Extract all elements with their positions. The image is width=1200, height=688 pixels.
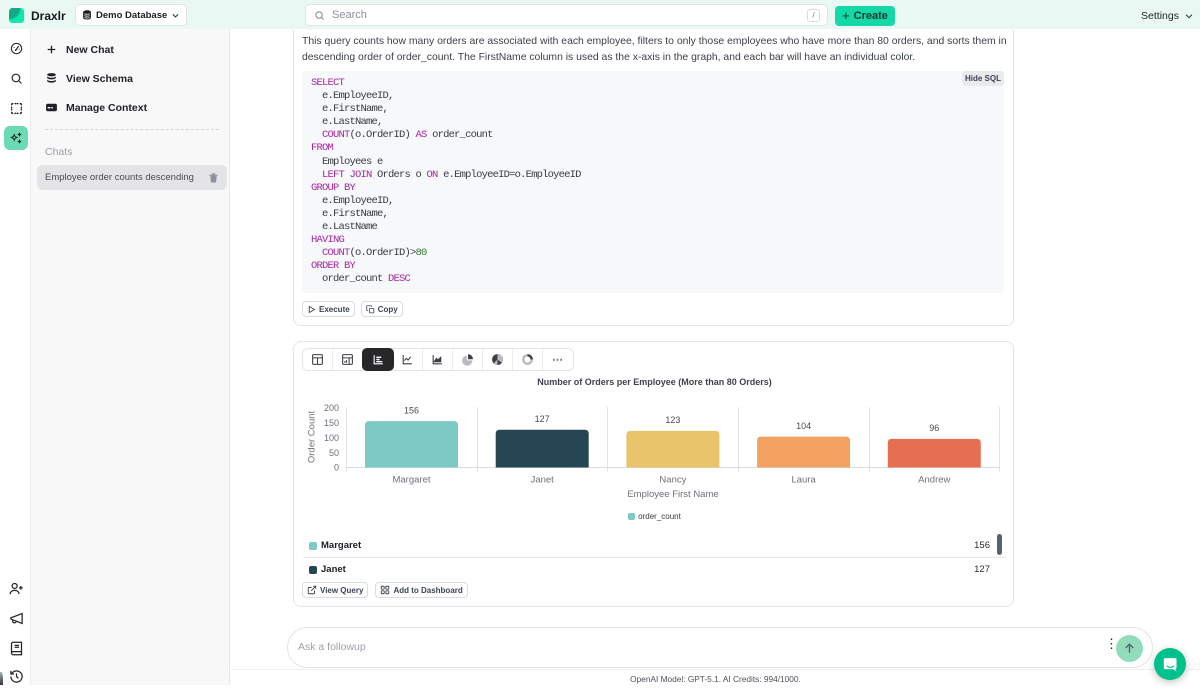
svg-text:96: 96	[929, 423, 939, 433]
svg-text:Margaret: Margaret	[392, 475, 430, 486]
svg-text:Andrew: Andrew	[918, 475, 950, 486]
svg-text:104: 104	[796, 421, 811, 431]
svg-text:50: 50	[329, 448, 339, 458]
svg-text:123: 123	[665, 415, 680, 425]
svg-text:Nancy: Nancy	[659, 475, 686, 486]
svg-text:0: 0	[334, 463, 339, 473]
svg-text:150: 150	[324, 418, 339, 428]
svg-text:127: 127	[535, 414, 550, 424]
svg-text:100: 100	[324, 433, 339, 443]
svg-text:Laura: Laura	[791, 475, 816, 486]
svg-text:Janet: Janet	[531, 475, 555, 486]
svg-text:Order Count: Order Count	[306, 411, 317, 464]
svg-text:Employee First Name: Employee First Name	[627, 489, 718, 500]
svg-text:156: 156	[404, 405, 419, 415]
svg-text:200: 200	[324, 403, 339, 413]
